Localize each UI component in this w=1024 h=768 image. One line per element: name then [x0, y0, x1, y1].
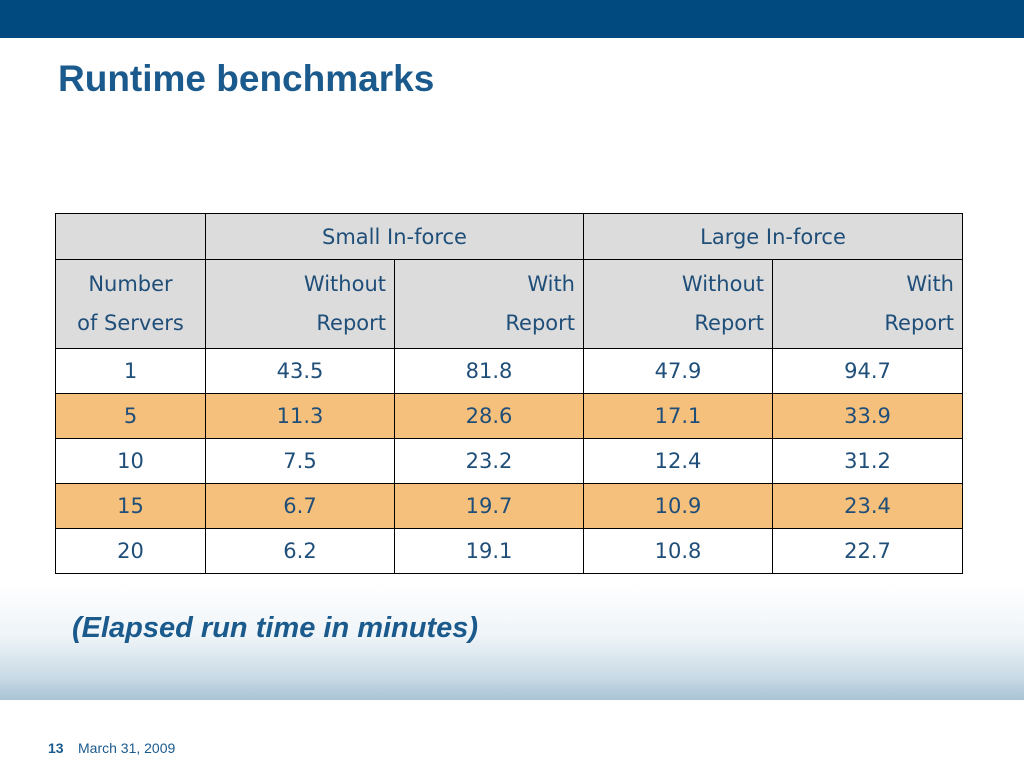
- slide-title: Runtime benchmarks: [58, 58, 435, 99]
- column-header-servers: Number of Servers: [55, 259, 206, 349]
- table-cell: 15: [55, 483, 206, 529]
- header-line: With: [906, 272, 954, 296]
- header-line: Report: [694, 311, 764, 335]
- table-cell: 33.9: [772, 393, 963, 439]
- corner-header-cell: [55, 213, 206, 260]
- header-line: Report: [316, 311, 386, 335]
- decorative-gradient-band: [0, 585, 1024, 700]
- table-cell: 10.9: [583, 483, 773, 529]
- table-cell: 12.4: [583, 438, 773, 484]
- table-group-header-row: Small In-force Large In-force: [55, 213, 963, 260]
- column-header-large-without: Without Report: [583, 259, 773, 349]
- table-cell: 19.1: [394, 528, 584, 574]
- table-cell: 7.5: [205, 438, 395, 484]
- footer-strip: [0, 700, 1024, 768]
- table-cell: 23.4: [772, 483, 963, 529]
- header-line: Without: [681, 272, 764, 296]
- table-cell: 22.7: [772, 528, 963, 574]
- table-cell: 31.2: [772, 438, 963, 484]
- header-line: of Servers: [77, 311, 184, 335]
- column-header-small-with: With Report: [394, 259, 584, 349]
- table-cell: 10.8: [583, 528, 773, 574]
- units-note: (Elapsed run time in minutes): [72, 612, 479, 644]
- page-number: 13: [48, 740, 64, 756]
- benchmark-table: Small In-force Large In-force Number of S…: [55, 213, 963, 574]
- table-cell: 81.8: [394, 348, 584, 394]
- table-cell: 10: [55, 438, 206, 484]
- table-row: 15 6.7 19.7 10.9 23.4: [55, 483, 963, 529]
- header-line: Without: [303, 272, 386, 296]
- table-cell: 6.2: [205, 528, 395, 574]
- slide-date: March 31, 2009: [78, 740, 176, 756]
- table-cell: 11.3: [205, 393, 395, 439]
- table-row: 1 43.5 81.8 47.9 94.7: [55, 348, 963, 394]
- table-cell: 1: [55, 348, 206, 394]
- header-line: Report: [505, 311, 575, 335]
- header-line: With: [527, 272, 575, 296]
- table-cell: 23.2: [394, 438, 584, 484]
- table-row: 10 7.5 23.2 12.4 31.2: [55, 438, 963, 484]
- table-cell: 19.7: [394, 483, 584, 529]
- table-cell: 5: [55, 393, 206, 439]
- table-cell: 43.5: [205, 348, 395, 394]
- column-header-small-without: Without Report: [205, 259, 395, 349]
- table-cell: 17.1: [583, 393, 773, 439]
- group-header-large-inforce: Large In-force: [583, 213, 963, 260]
- table-cell: 47.9: [583, 348, 773, 394]
- table-sub-header-row: Number of Servers Without Report With Repor…: [55, 259, 963, 349]
- table-row: 20 6.2 19.1 10.8 22.7: [55, 528, 963, 574]
- group-header-small-inforce: Small In-force: [205, 213, 584, 260]
- table-cell: 28.6: [394, 393, 584, 439]
- header-line: Number: [88, 272, 173, 296]
- table-row: 5 11.3 28.6 17.1 33.9: [55, 393, 963, 439]
- header-line: Report: [884, 311, 954, 335]
- header-bar: [0, 0, 1024, 38]
- column-header-large-with: With Report: [772, 259, 963, 349]
- table-cell: 6.7: [205, 483, 395, 529]
- table-cell: 94.7: [772, 348, 963, 394]
- table-cell: 20: [55, 528, 206, 574]
